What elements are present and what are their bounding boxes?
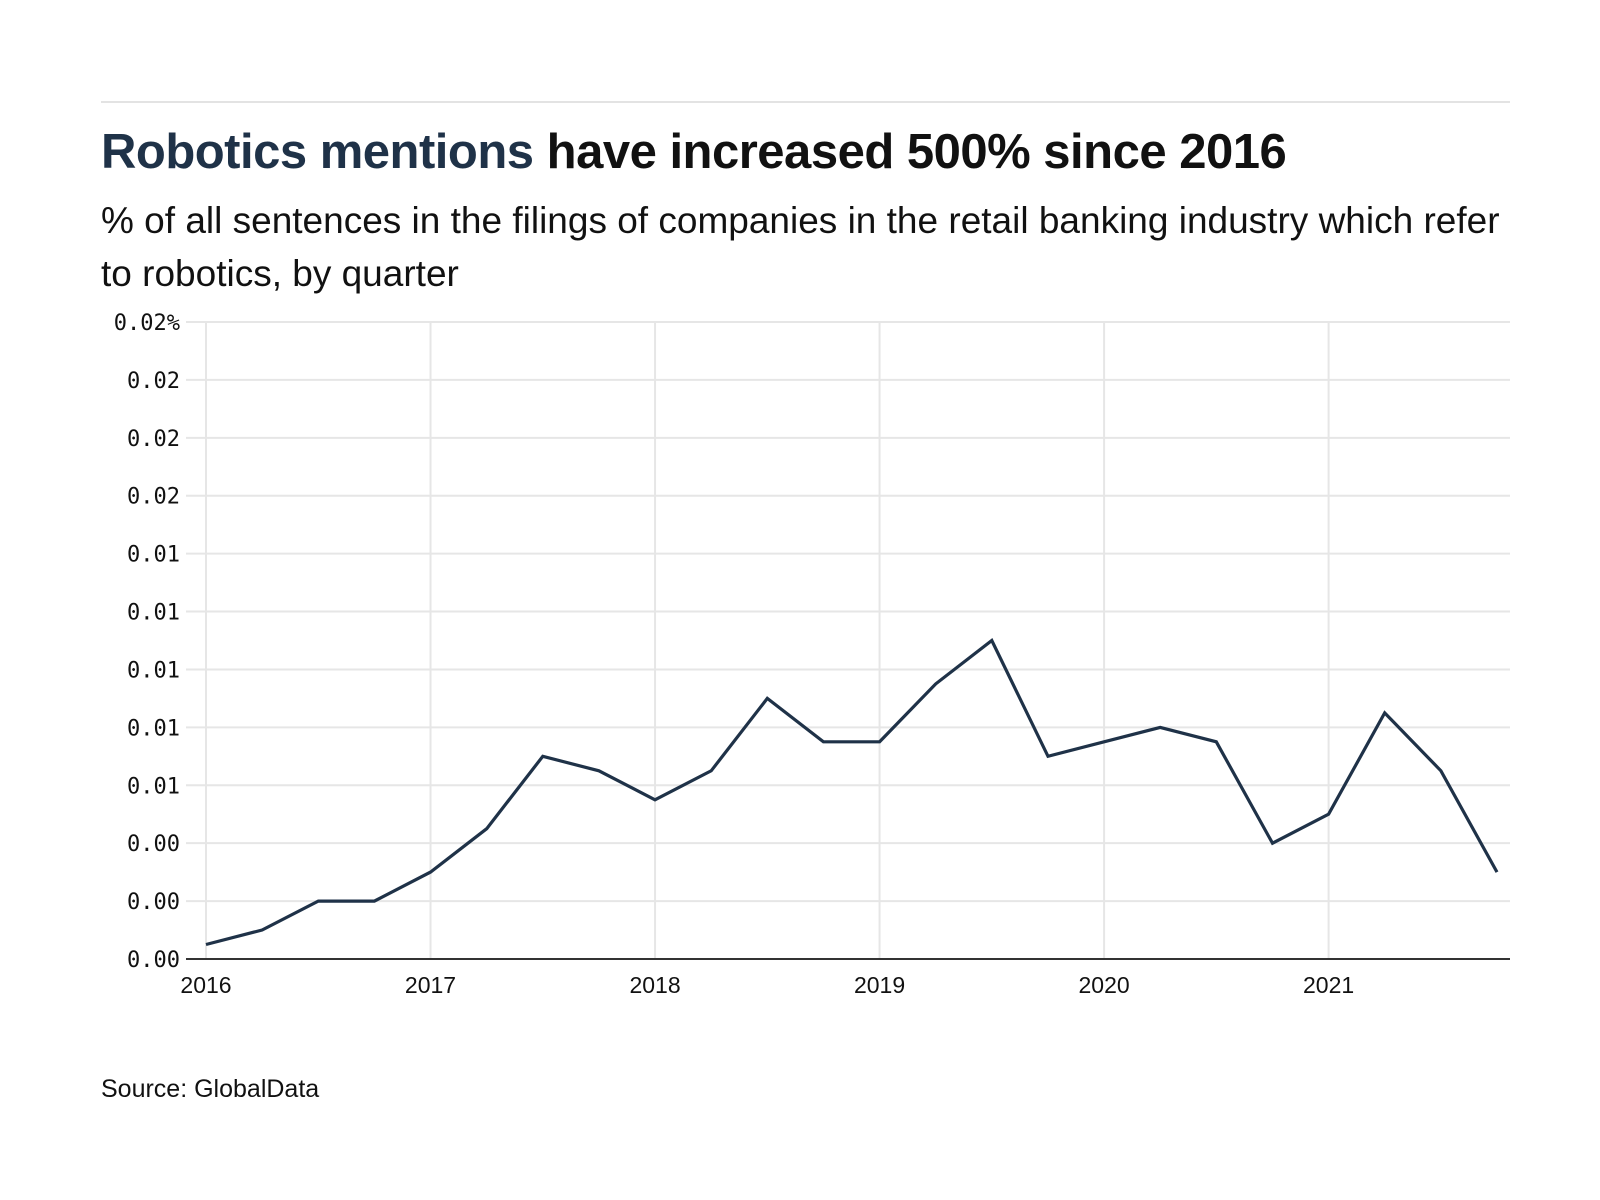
series-group (205, 638, 1499, 947)
y-tick-label: 0.02 (127, 427, 180, 452)
y-tick-label: 0.02 (127, 369, 180, 394)
top-rule (101, 101, 1510, 103)
y-tick-label: 0.01 (127, 601, 180, 626)
title-rest: have increased 500% since 2016 (533, 125, 1287, 179)
x-tick-label: 2016 (180, 972, 231, 998)
x-tick-label: 2020 (1079, 972, 1130, 998)
grid-lines (186, 321, 1510, 959)
y-tick-label: 0.02 (127, 485, 180, 510)
y-tick-label: 0.00 (127, 832, 180, 857)
y-tick-label: 0.01 (127, 543, 180, 568)
line-chart: 0.00 0.00 0.00 0.01 0.01 0.01 0.01 0.01 0.02 0.02… (114, 311, 1510, 998)
y-tick-label: 0.01 (127, 658, 180, 683)
y-tick-label: 0.00 (127, 890, 180, 915)
y-axis-ticks: 0.00 0.00 0.00 0.01 0.01 0.01 0.01 0.01 0.02 0.02… (114, 311, 180, 973)
chart-subtitle: % of all sentences in the filings of com… (101, 200, 1500, 294)
chart-title: Robotics mentions have increased 500% si… (101, 124, 1287, 180)
x-tick-label: 2018 (629, 972, 680, 998)
source-note: Source: GlobalData (101, 1075, 320, 1103)
y-tick-label: 0.00 (127, 948, 180, 973)
x-tick-label: 2017 (405, 972, 456, 998)
y-tick-label: 0.01 (127, 774, 180, 799)
y-tick-label: 0.02% (114, 311, 180, 336)
series-line (205, 638, 1499, 947)
x-tick-label: 2021 (1303, 972, 1354, 998)
x-tick-label: 2019 (854, 972, 905, 998)
y-tick-label: 0.01 (127, 716, 180, 741)
title-highlight: Robotics mentions (101, 125, 534, 179)
x-axis-ticks: 2016 2017 2018 2019 2020 2021 (180, 972, 1354, 998)
